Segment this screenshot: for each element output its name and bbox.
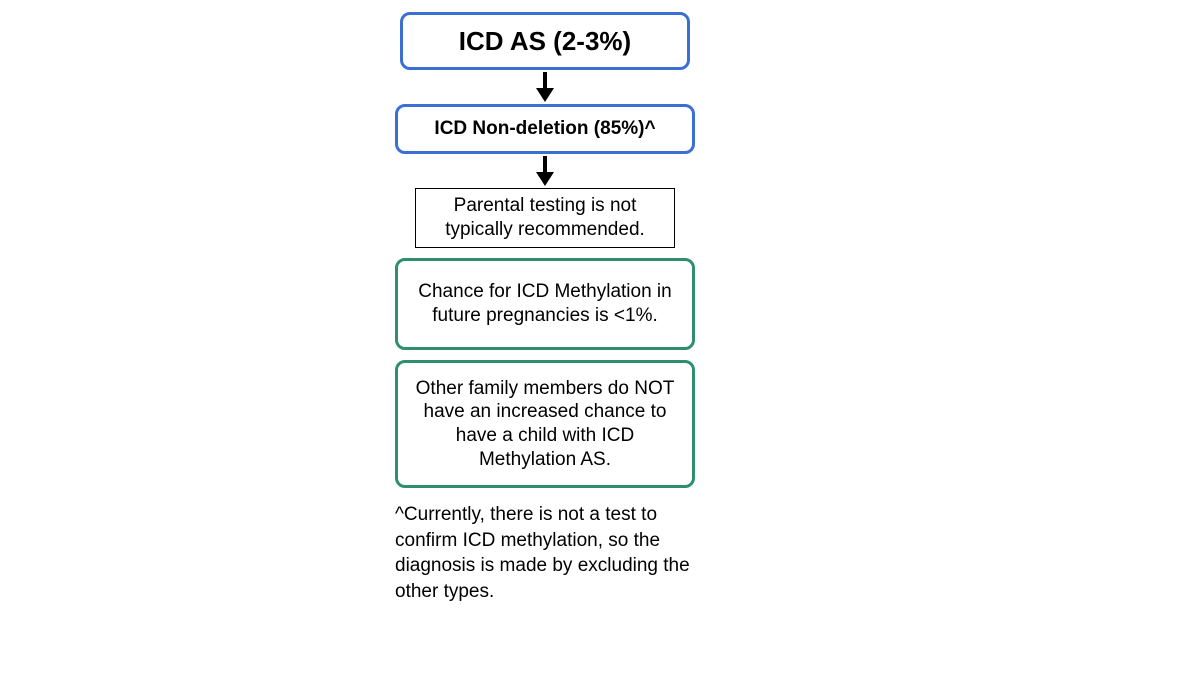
arrow-head-icon <box>536 172 554 186</box>
arrow-shaft <box>543 72 547 88</box>
node-future-pregnancies-label: Chance for ICD Methylation in future pre… <box>408 280 682 328</box>
flowchart-container: ICD AS (2-3%) ICD Non-deletion (85%)^ Pa… <box>385 12 705 605</box>
arrow-1 <box>536 72 554 102</box>
node-parental-testing-label: Parental testing is not typically recomm… <box>426 194 664 242</box>
arrow-head-icon <box>536 88 554 102</box>
node-parental-testing: Parental testing is not typically recomm… <box>415 188 675 248</box>
arrow-2 <box>536 156 554 186</box>
node-icd-non-deletion: ICD Non-deletion (85%)^ <box>395 104 695 154</box>
node-other-family-label: Other family members do NOT have an incr… <box>408 377 682 472</box>
node-icd-as: ICD AS (2-3%) <box>400 12 690 70</box>
footnote-text: ^Currently, there is not a test to confi… <box>395 502 695 605</box>
node-icd-non-deletion-label: ICD Non-deletion (85%)^ <box>434 117 655 141</box>
node-other-family: Other family members do NOT have an incr… <box>395 360 695 488</box>
arrow-shaft <box>543 156 547 172</box>
node-future-pregnancies: Chance for ICD Methylation in future pre… <box>395 258 695 350</box>
node-icd-as-label: ICD AS (2-3%) <box>459 25 631 58</box>
